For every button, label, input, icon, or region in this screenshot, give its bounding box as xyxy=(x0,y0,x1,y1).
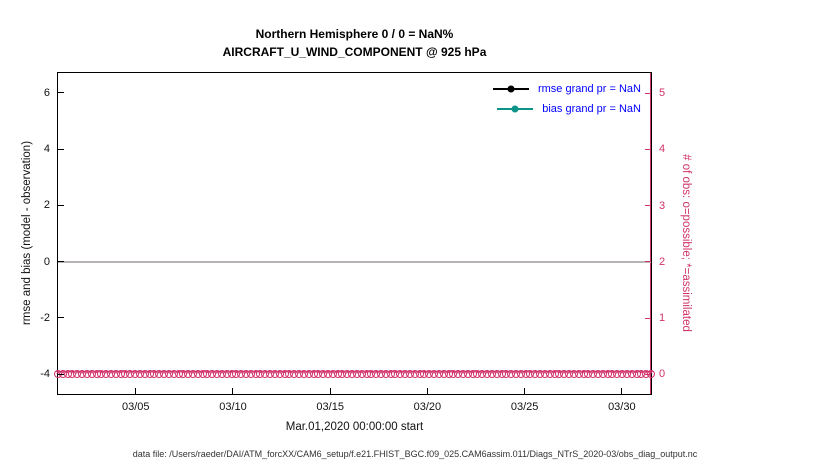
x-tick-mark xyxy=(524,388,526,394)
left-y-tick-label: 0 xyxy=(43,255,50,268)
x-tick-mark xyxy=(232,388,234,394)
right-y-tick-mark xyxy=(645,92,651,94)
x-tick-label: 03/15 xyxy=(316,401,344,413)
right-axis-spine xyxy=(650,73,651,394)
left-y-tick-label: 6 xyxy=(43,86,50,99)
legend-label-rmse: rmse grand pr = NaN xyxy=(537,83,641,95)
x-tick-label: 03/10 xyxy=(219,401,247,413)
left-y-tick-mark xyxy=(58,204,64,206)
right-axis-label: # of obs: o=possible; *=assimilated xyxy=(680,154,692,332)
bias-marker-icon xyxy=(511,105,519,113)
x-tick-mark xyxy=(135,388,137,394)
x-tick-label: 03/30 xyxy=(608,401,636,413)
left-axis-label: rmse and bias (model - observation) xyxy=(21,140,33,326)
right-y-tick-mark xyxy=(645,205,651,207)
right-y-tick-label: 3 xyxy=(659,199,666,212)
right-y-tick-mark xyxy=(645,373,651,375)
plot-title: Northern Hemisphere 0 / 0 = NaN% xyxy=(255,27,454,41)
right-y-tick-label: 1 xyxy=(659,312,666,325)
right-y-tick-label: 4 xyxy=(659,143,666,156)
left-y-tick-mark xyxy=(58,317,64,319)
rmse-line-swatch xyxy=(492,85,529,93)
legend-label-bias: bias grand pr = NaN xyxy=(542,103,641,115)
left-y-tick-mark xyxy=(58,92,64,94)
right-y-tick-label: 0 xyxy=(659,368,666,381)
x-tick-mark xyxy=(426,388,428,394)
left-y-tick-label: 2 xyxy=(43,199,50,212)
plot-subtitle: AIRCRAFT_U_WIND_COMPONENT @ 925 hPa xyxy=(222,45,487,59)
left-y-tick-label: -4 xyxy=(40,368,50,381)
left-y-tick-mark xyxy=(58,373,64,375)
bias-line-swatch xyxy=(497,105,534,113)
x-tick-label: 03/20 xyxy=(413,401,442,413)
x-tick-mark xyxy=(621,388,623,394)
x-tick-label: 03/05 xyxy=(122,401,150,413)
legend: rmse grand pr = NaN bias grand pr = NaN xyxy=(492,79,641,119)
right-y-tick-label: 2 xyxy=(659,255,666,268)
plot-area: rmse grand pr = NaN bias grand pr = NaN … xyxy=(40,72,665,413)
data-file-caption: data file: /Users/raeder/DAI/ATM_forcXX/… xyxy=(132,449,698,459)
right-y-tick-mark xyxy=(645,261,651,263)
x-tick-mark xyxy=(329,388,331,394)
left-y-tick-mark xyxy=(58,148,64,150)
legend-item-rmse: rmse grand pr = NaN xyxy=(492,79,641,99)
rmse-marker-icon xyxy=(507,85,515,93)
x-axis-label: Mar.01,2020 00:00:00 start xyxy=(285,421,424,433)
left-y-tick-label: 4 xyxy=(43,143,50,156)
legend-item-bias: bias grand pr = NaN xyxy=(493,99,641,119)
zero-reference-line xyxy=(58,260,651,263)
x-tick-label: 03/25 xyxy=(510,401,539,413)
left-y-tick-mark xyxy=(58,261,64,263)
left-y-tick-label: -2 xyxy=(40,311,50,324)
right-y-tick-mark xyxy=(645,317,651,319)
right-y-tick-mark xyxy=(645,148,651,150)
right-y-tick-label: 5 xyxy=(659,87,666,100)
